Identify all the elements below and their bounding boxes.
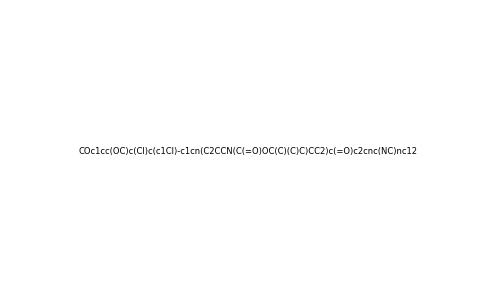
Text: COc1cc(OC)c(Cl)c(c1Cl)-c1cn(C2CCN(C(=O)OC(C)(C)C)CC2)c(=O)c2cnc(NC)nc12: COc1cc(OC)c(Cl)c(c1Cl)-c1cn(C2CCN(C(=O)O… [78, 147, 418, 156]
